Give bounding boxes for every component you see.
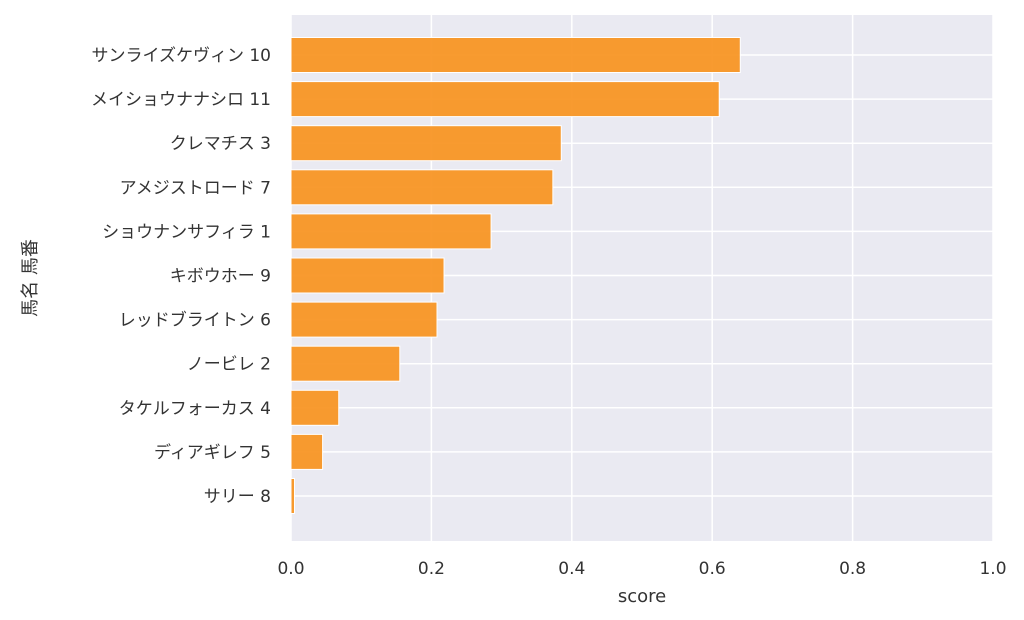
y-tick-label: ディアギレフ 5 (154, 442, 271, 463)
bars (290, 37, 741, 514)
x-tick-label: 0.0 (277, 559, 304, 579)
x-tick-label: 1.0 (979, 559, 1006, 579)
y-tick-label: メイショウナナシロ 11 (91, 90, 271, 110)
x-tick-labels: 0.0 0.2 0.4 0.6 0.8 1.0 (277, 559, 1006, 579)
bar (290, 213, 492, 250)
x-tick-label: 0.4 (558, 559, 585, 579)
y-tick-label: キボウホー 9 (170, 267, 271, 287)
x-tick-label: 0.6 (699, 559, 726, 579)
bar (290, 433, 324, 470)
bar (290, 478, 296, 514)
bar (290, 345, 401, 382)
bar (290, 389, 340, 426)
x-tick-label: 0.8 (839, 559, 866, 579)
x-axis-label: score (618, 586, 666, 607)
y-tick-label: サンライズケヴィン 10 (91, 46, 271, 66)
y-tick-label: クレマチス 3 (170, 134, 271, 154)
bar (290, 301, 438, 338)
x-tick-label: 0.2 (418, 559, 445, 579)
y-tick-label: ノービレ 2 (187, 355, 271, 375)
y-tick-label: アメジストロード 7 (120, 178, 271, 198)
bar (290, 81, 720, 118)
y-tick-label: タケルフォーカス 4 (119, 399, 271, 419)
y-tick-label: ショウナンサフィラ 1 (102, 222, 271, 242)
y-tick-label: レッドブライトン 6 (119, 310, 271, 331)
bar (290, 169, 554, 206)
bar (290, 125, 562, 162)
y-axis-label: 馬名 馬番 (20, 239, 41, 317)
y-tick-label: サリー 8 (204, 487, 271, 507)
bar (290, 37, 741, 73)
y-tick-labels: サンライズケヴィン 10 メイショウナナシロ 11 クレマチス 3 アメジストロード … (91, 46, 271, 507)
bar (290, 257, 445, 294)
